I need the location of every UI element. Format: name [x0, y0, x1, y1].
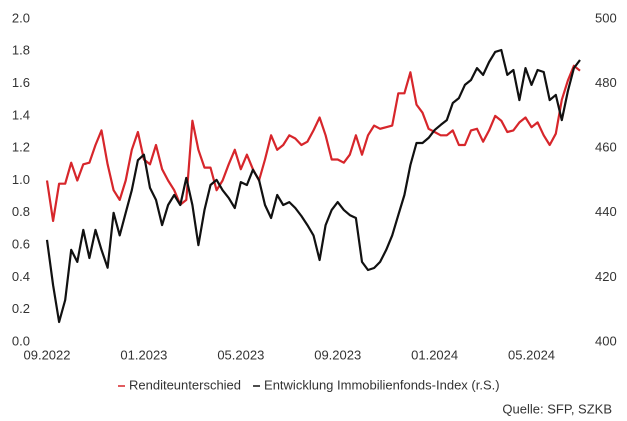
y-tick-label: 1.8: [12, 43, 30, 58]
y-tick-label: 0.4: [12, 269, 30, 284]
y-tick-label: 1.0: [12, 172, 30, 187]
y-tick-label: 1.4: [12, 107, 30, 122]
y-tick-label: 2.0: [12, 10, 30, 25]
y-tick-label: 0.0: [12, 333, 30, 348]
x-tick-label: 01.2023: [120, 347, 167, 362]
y-tick-label: 1.6: [12, 75, 30, 90]
y-tick-label: 0.2: [12, 301, 30, 316]
x-tick-label: 09.2022: [24, 347, 71, 362]
source: Quelle: SFP, SZKB: [502, 401, 612, 416]
legend-label: Entwicklung Immobilienfonds-Index (r.S.): [264, 377, 500, 392]
x-tick-label: 05.2023: [217, 347, 264, 362]
y2-tick-label: 480: [595, 75, 617, 90]
y-tick-label: 0.6: [12, 237, 30, 252]
y2-tick-label: 460: [595, 140, 617, 155]
x-tick-label: 09.2023: [314, 347, 361, 362]
x-tick-label: 01.2024: [411, 347, 458, 362]
legend-label: Renditeunterschied: [129, 377, 241, 392]
y-tick-label: 1.2: [12, 140, 30, 155]
y2-tick-label: 440: [595, 204, 617, 219]
x-tick-label: 05.2024: [508, 347, 555, 362]
y2-tick-label: 400: [595, 333, 617, 348]
series-line: [45, 64, 581, 222]
series-line: [45, 48, 581, 324]
y2-tick-label: 420: [595, 269, 617, 284]
y-tick-label: 0.8: [12, 204, 30, 219]
y2-tick-label: 500: [595, 10, 617, 25]
